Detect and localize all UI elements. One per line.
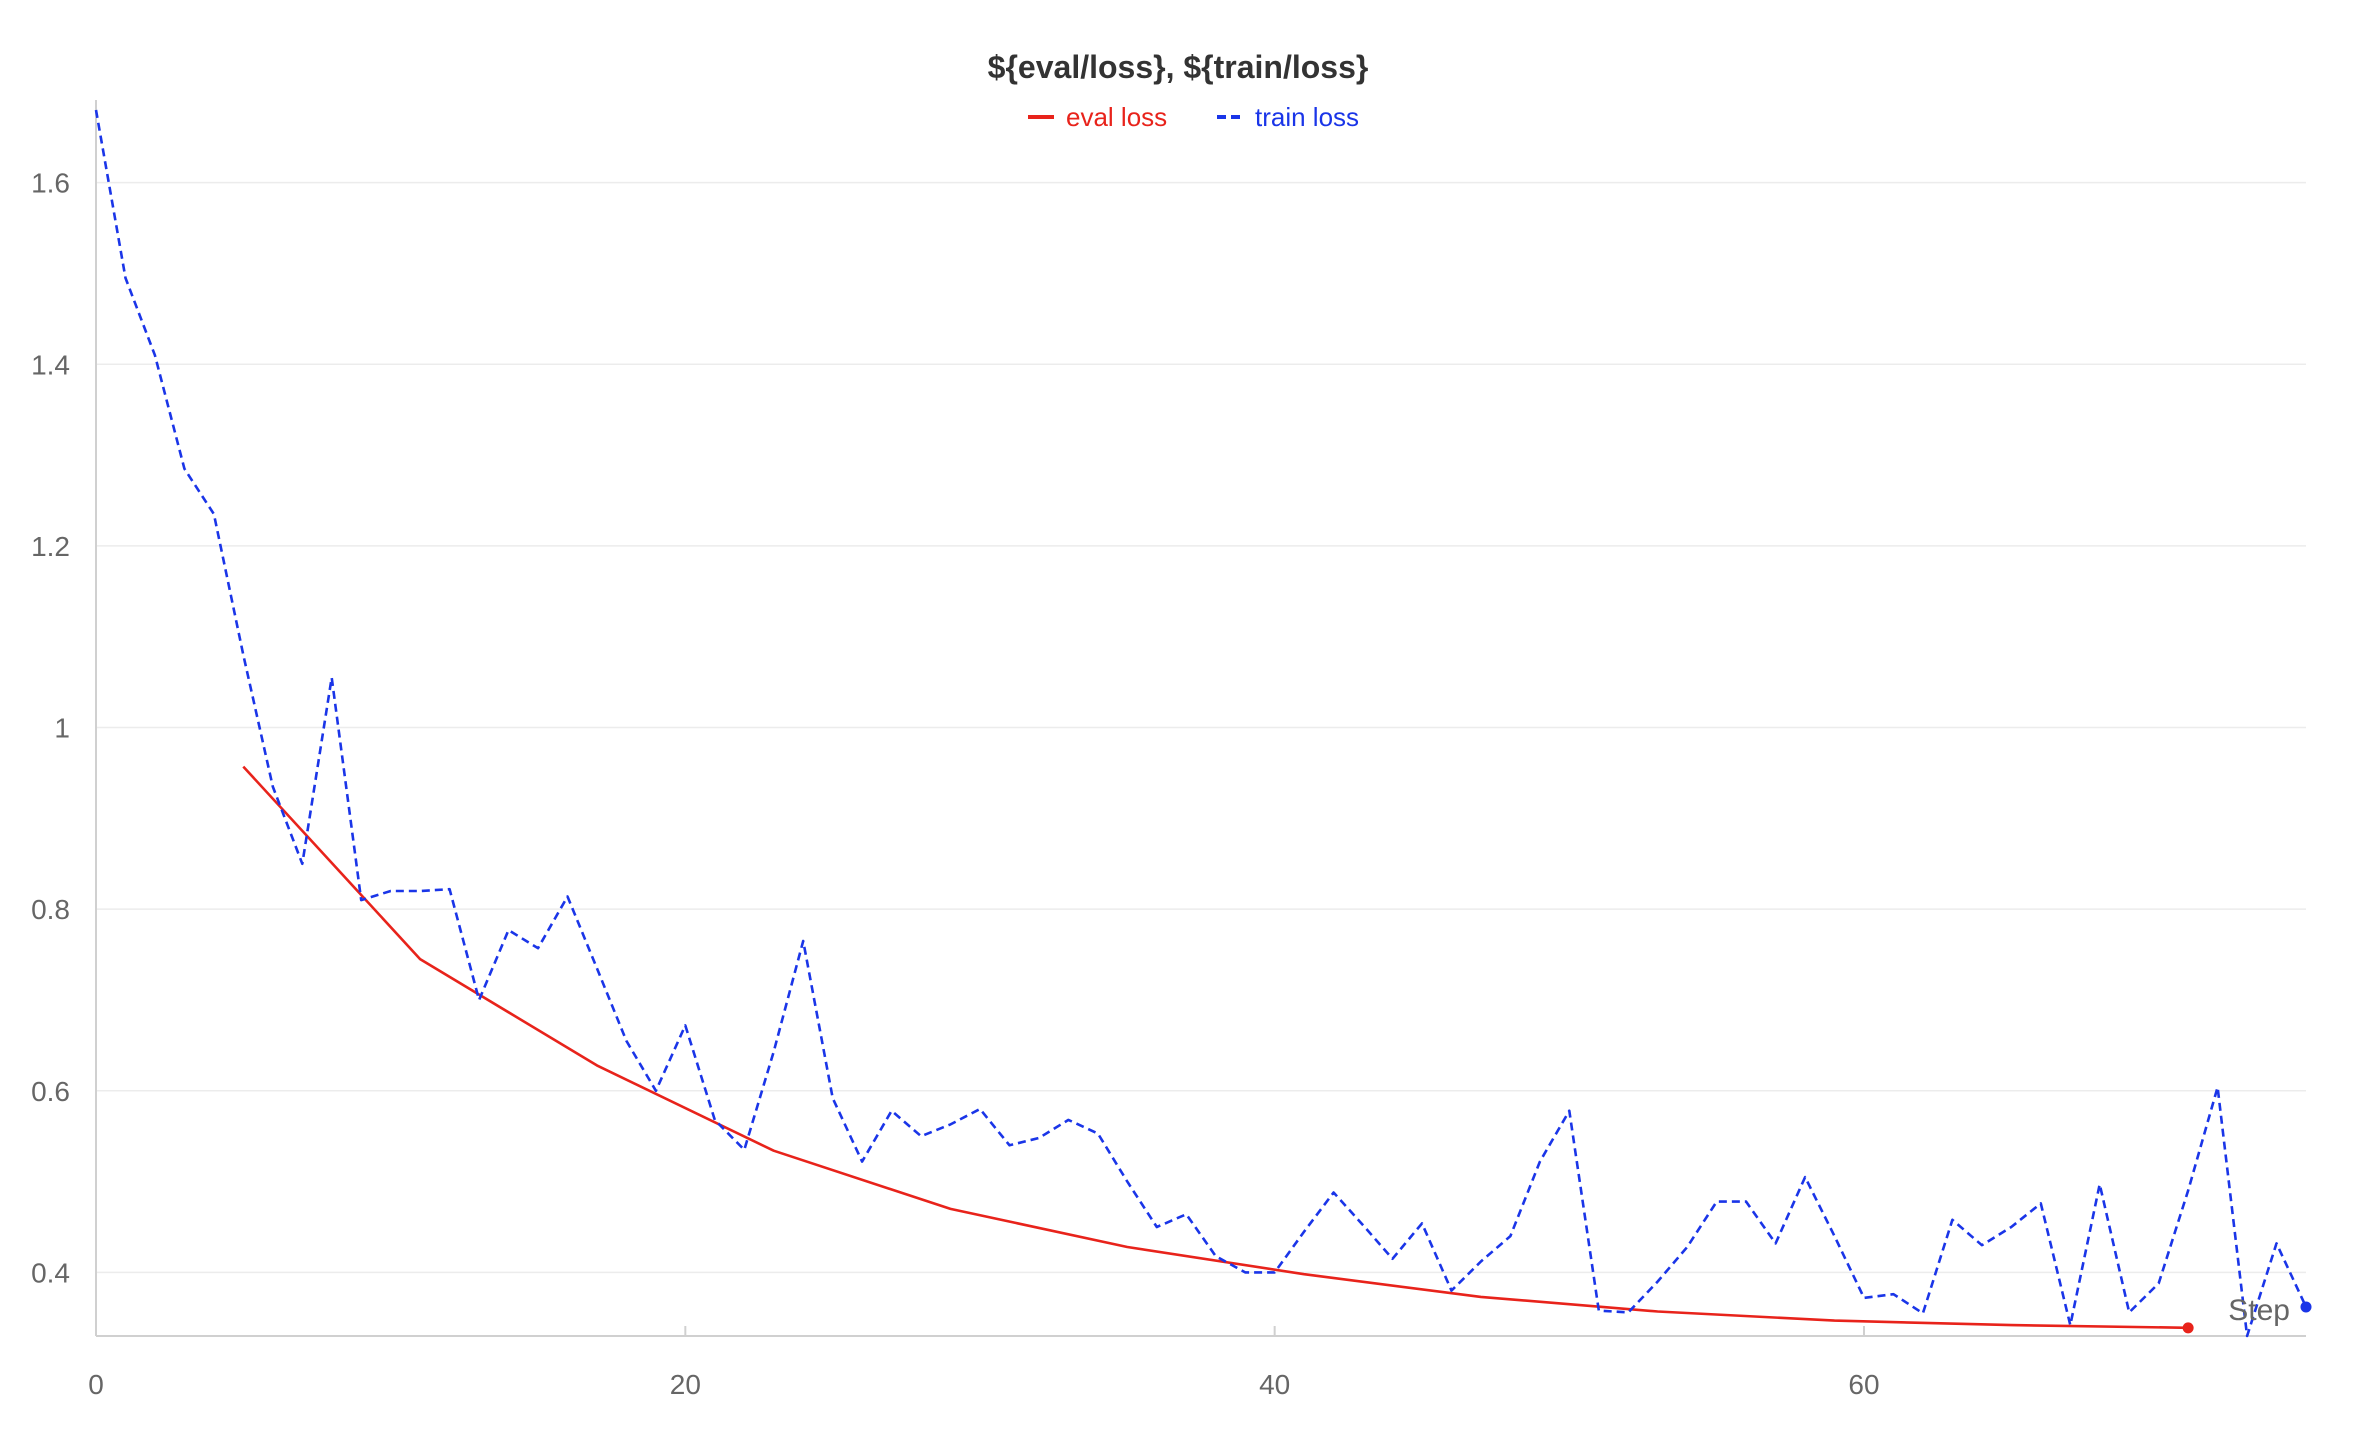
x-axis-ticks: 0 20 40 60 [88, 1326, 1880, 1400]
legend-item-eval-loss[interactable]: eval loss [1028, 102, 1167, 132]
x-tick-label: 20 [670, 1369, 701, 1400]
x-axis-label: Step [2228, 1294, 2290, 1327]
legend-item-train-loss[interactable]: train loss [1217, 102, 1359, 132]
chart-title: ${eval/loss}, ${train/loss} [988, 49, 1369, 85]
train-loss-line [94, 109, 2308, 1338]
x-tick-label: 0 [88, 1369, 104, 1400]
train-loss-end-point [2300, 1301, 2312, 1313]
legend-label: eval loss [1066, 102, 1167, 132]
y-tick-label: 0.4 [31, 1257, 70, 1288]
y-tick-label: 0.6 [31, 1076, 70, 1107]
y-tick-label: 1 [54, 713, 70, 744]
y-tick-label: 1.2 [31, 531, 70, 562]
eval-loss-line [242, 765, 2189, 1330]
legend-label: train loss [1255, 102, 1359, 132]
y-tick-label: 1.4 [31, 349, 70, 380]
x-tick-label: 40 [1259, 1369, 1290, 1400]
y-tick-label: 0.8 [31, 894, 70, 925]
y-tick-label: 1.6 [31, 168, 70, 199]
grid [96, 181, 2306, 1274]
x-tick-label: 60 [1848, 1369, 1879, 1400]
series-group [94, 109, 2312, 1338]
axes [95, 100, 2306, 1337]
legend: eval loss train loss [1028, 102, 1359, 132]
eval-loss-end-point [2182, 1322, 2194, 1334]
y-axis-ticks: 0.4 0.6 0.8 1 1.2 1.4 1.6 [31, 168, 70, 1289]
